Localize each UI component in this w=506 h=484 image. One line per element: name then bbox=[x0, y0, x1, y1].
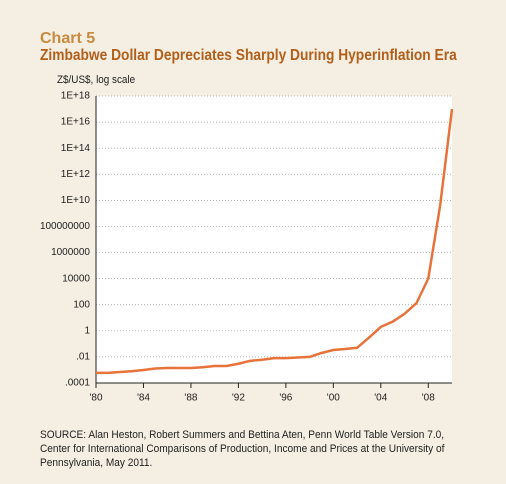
chart-title: Chart 5 bbox=[40, 30, 96, 47]
y-tick-label: .01 bbox=[76, 352, 90, 363]
x-tick-label: '96 bbox=[279, 393, 292, 404]
y-tick-label: 100 bbox=[73, 299, 90, 310]
x-tick-label: '92 bbox=[232, 393, 245, 404]
chart-subtitle: Zimbabwe Dollar Depreciates Sharply Duri… bbox=[40, 47, 457, 64]
y-tick-label: 1E+10 bbox=[61, 195, 91, 206]
y-tick-label: 1E+14 bbox=[61, 143, 91, 154]
plot-area bbox=[96, 96, 452, 383]
y-tick-label: 1 bbox=[84, 325, 90, 336]
y-tick-label: 1000000 bbox=[51, 247, 90, 258]
data-line bbox=[96, 108, 454, 375]
y-tick-label: 10000 bbox=[62, 273, 90, 284]
y-tick-label: .0001 bbox=[65, 378, 90, 389]
x-tick-label: '04 bbox=[374, 393, 387, 404]
x-tick-label: '00 bbox=[327, 393, 340, 404]
y-tick-label: 100000000 bbox=[40, 221, 90, 232]
y-axis-label: Z$/US$, log scale bbox=[57, 74, 136, 86]
x-tick-label: '84 bbox=[137, 393, 150, 404]
source-note: SOURCE: Alan Heston, Robert Summers and … bbox=[40, 429, 445, 469]
y-tick-label: 1E+18 bbox=[61, 91, 91, 102]
x-tick-label: '80 bbox=[89, 393, 102, 404]
y-tick-label: 1E+12 bbox=[61, 169, 91, 180]
y-tick-label: 1E+16 bbox=[61, 117, 91, 128]
x-tick-label: '88 bbox=[184, 393, 197, 404]
x-tick-label: '08 bbox=[422, 393, 435, 404]
